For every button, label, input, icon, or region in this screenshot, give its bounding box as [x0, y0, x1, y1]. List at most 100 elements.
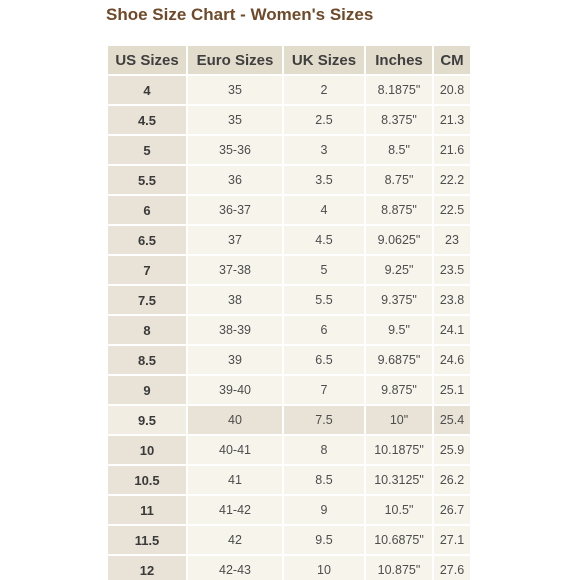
inches-cell: 10.3125" [366, 466, 432, 494]
header-euro-sizes: Euro Sizes [188, 46, 282, 74]
size-chart-table: US Sizes Euro Sizes UK Sizes Inches CM 4… [106, 44, 472, 580]
cm-cell: 23 [434, 226, 470, 254]
uk-size-cell: 3.5 [284, 166, 364, 194]
us-size-cell: 8 [108, 316, 186, 344]
table-row: 11 41-42 9 10.5" 26.7 [108, 496, 470, 524]
page-title: Shoe Size Chart - Women's Sizes [106, 5, 374, 24]
table-row: 4.5 35 2.5 8.375" 21.3 [108, 106, 470, 134]
table-row: 12 42-43 10 10.875" 27.6 [108, 556, 470, 580]
euro-size-cell: 41 [188, 466, 282, 494]
euro-size-cell: 38-39 [188, 316, 282, 344]
us-size-cell: 10.5 [108, 466, 186, 494]
euro-size-cell: 36-37 [188, 196, 282, 224]
cm-cell: 24.1 [434, 316, 470, 344]
euro-size-cell: 40 [188, 406, 282, 434]
table-row: 11.5 42 9.5 10.6875" 27.1 [108, 526, 470, 554]
header-uk-sizes: UK Sizes [284, 46, 364, 74]
us-size-cell: 4.5 [108, 106, 186, 134]
uk-size-cell: 6 [284, 316, 364, 344]
inches-cell: 8.75" [366, 166, 432, 194]
us-size-cell: 9 [108, 376, 186, 404]
us-size-cell: 5 [108, 136, 186, 164]
table-row: 6.5 37 4.5 9.0625" 23 [108, 226, 470, 254]
inches-cell: 10.5" [366, 496, 432, 524]
us-size-cell: 7 [108, 256, 186, 284]
table-row: 4 35 2 8.1875" 20.8 [108, 76, 470, 104]
us-size-cell: 6.5 [108, 226, 186, 254]
cm-cell: 22.2 [434, 166, 470, 194]
table-row: 10 40-41 8 10.1875" 25.9 [108, 436, 470, 464]
cm-cell: 25.9 [434, 436, 470, 464]
uk-size-cell: 8.5 [284, 466, 364, 494]
table-row: 9 39-40 7 9.875" 25.1 [108, 376, 470, 404]
cm-cell: 21.3 [434, 106, 470, 134]
cm-cell: 20.8 [434, 76, 470, 104]
cm-cell: 26.2 [434, 466, 470, 494]
euro-size-cell: 38 [188, 286, 282, 314]
cm-cell: 21.6 [434, 136, 470, 164]
table-row: 8 38-39 6 9.5" 24.1 [108, 316, 470, 344]
inches-cell: 10.6875" [366, 526, 432, 554]
uk-size-cell: 3 [284, 136, 364, 164]
euro-size-cell: 37-38 [188, 256, 282, 284]
inches-cell: 9.6875" [366, 346, 432, 374]
cm-cell: 27.1 [434, 526, 470, 554]
euro-size-cell: 35 [188, 76, 282, 104]
header-inches: Inches [366, 46, 432, 74]
us-size-cell: 12 [108, 556, 186, 580]
us-size-cell: 5.5 [108, 166, 186, 194]
cm-cell: 24.6 [434, 346, 470, 374]
cm-cell: 25.1 [434, 376, 470, 404]
cm-cell: 27.6 [434, 556, 470, 580]
euro-size-cell: 42 [188, 526, 282, 554]
us-size-cell: 6 [108, 196, 186, 224]
uk-size-cell: 5.5 [284, 286, 364, 314]
uk-size-cell: 4 [284, 196, 364, 224]
uk-size-cell: 7.5 [284, 406, 364, 434]
uk-size-cell: 7 [284, 376, 364, 404]
euro-size-cell: 40-41 [188, 436, 282, 464]
table-row: 7 37-38 5 9.25" 23.5 [108, 256, 470, 284]
uk-size-cell: 8 [284, 436, 364, 464]
inches-cell: 10.1875" [366, 436, 432, 464]
table-body: 4 35 2 8.1875" 20.8 4.5 35 2.5 8.375" 21.3 5 35-36 3… [108, 76, 470, 580]
us-size-cell: 7.5 [108, 286, 186, 314]
cm-cell: 26.7 [434, 496, 470, 524]
table-row: 7.5 38 5.5 9.375" 23.8 [108, 286, 470, 314]
header-row: US Sizes Euro Sizes UK Sizes Inches CM [108, 46, 470, 74]
table-row: 8.5 39 6.5 9.6875" 24.6 [108, 346, 470, 374]
us-size-cell: 4 [108, 76, 186, 104]
inches-cell: 8.1875" [366, 76, 432, 104]
euro-size-cell: 37 [188, 226, 282, 254]
uk-size-cell: 6.5 [284, 346, 364, 374]
euro-size-cell: 39 [188, 346, 282, 374]
inches-cell: 8.375" [366, 106, 432, 134]
euro-size-cell: 35 [188, 106, 282, 134]
inches-cell: 10" [366, 406, 432, 434]
us-size-cell: 11.5 [108, 526, 186, 554]
us-size-cell: 11 [108, 496, 186, 524]
header-cm: CM [434, 46, 470, 74]
euro-size-cell: 36 [188, 166, 282, 194]
us-size-cell: 8.5 [108, 346, 186, 374]
uk-size-cell: 4.5 [284, 226, 364, 254]
euro-size-cell: 41-42 [188, 496, 282, 524]
uk-size-cell: 9 [284, 496, 364, 524]
inches-cell: 9.0625" [366, 226, 432, 254]
table-row: 5 35-36 3 8.5" 21.6 [108, 136, 470, 164]
inches-cell: 9.25" [366, 256, 432, 284]
cm-cell: 25.4 [434, 406, 470, 434]
inches-cell: 8.5" [366, 136, 432, 164]
uk-size-cell: 10 [284, 556, 364, 580]
us-size-cell: 9.5 [108, 406, 186, 434]
table-row: 6 36-37 4 8.875" 22.5 [108, 196, 470, 224]
table-row: 9.5 40 7.5 10" 25.4 [108, 406, 470, 434]
table-row: 5.5 36 3.5 8.75" 22.2 [108, 166, 470, 194]
us-size-cell: 10 [108, 436, 186, 464]
euro-size-cell: 39-40 [188, 376, 282, 404]
euro-size-cell: 42-43 [188, 556, 282, 580]
inches-cell: 10.875" [366, 556, 432, 580]
inches-cell: 9.375" [366, 286, 432, 314]
inches-cell: 9.875" [366, 376, 432, 404]
cm-cell: 23.8 [434, 286, 470, 314]
